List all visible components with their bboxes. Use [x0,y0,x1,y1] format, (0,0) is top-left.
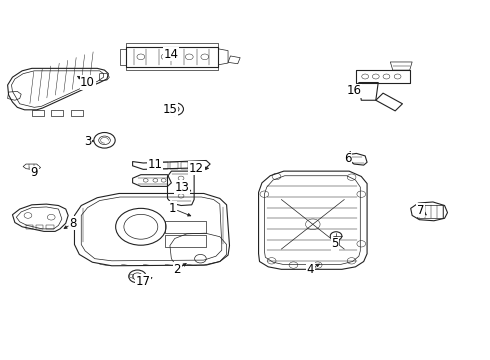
Text: 11: 11 [148,158,163,171]
Text: 5: 5 [331,237,339,250]
Text: 8: 8 [69,217,77,230]
Text: 7: 7 [416,204,424,217]
Circle shape [171,106,179,112]
Text: 4: 4 [307,263,314,276]
Text: 10: 10 [80,76,95,89]
Text: 13: 13 [174,181,190,194]
Text: 12: 12 [189,162,204,175]
Text: 1: 1 [169,202,176,215]
Text: 9: 9 [30,166,38,179]
Text: 17: 17 [136,275,151,288]
Text: 14: 14 [164,48,179,61]
Text: 2: 2 [173,263,181,276]
Text: 3: 3 [84,135,91,148]
Text: 6: 6 [344,152,351,165]
Text: 16: 16 [346,84,362,97]
Text: 15: 15 [163,103,177,116]
